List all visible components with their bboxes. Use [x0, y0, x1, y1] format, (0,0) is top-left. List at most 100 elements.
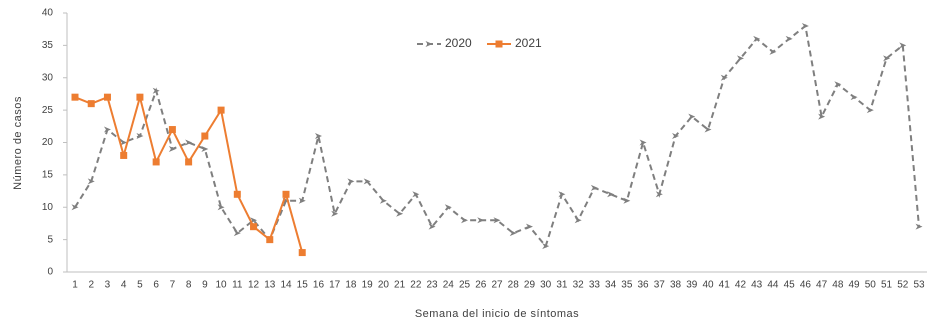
- x-tick-label: 37: [654, 280, 666, 291]
- x-tick-label: 16: [313, 280, 325, 291]
- x-tick-label: 6: [153, 280, 159, 291]
- x-tick-label: 45: [784, 280, 796, 291]
- marker: [233, 190, 241, 198]
- x-tick-label: 12: [248, 280, 260, 291]
- marker: [720, 74, 728, 81]
- x-tick-label: 23: [427, 280, 439, 291]
- x-tick-label: 3: [105, 280, 111, 291]
- x-tick-label: 40: [702, 280, 714, 291]
- marker: [379, 197, 387, 204]
- marker: [461, 217, 469, 224]
- x-tick-label: 17: [329, 280, 341, 291]
- x-tick-label: 39: [686, 280, 698, 291]
- marker: [87, 178, 95, 185]
- marker: [347, 178, 355, 185]
- x-tick-label: 22: [410, 280, 422, 291]
- marker: [495, 40, 503, 48]
- marker: [672, 133, 680, 140]
- x-tick-label: 42: [735, 280, 747, 291]
- marker: [152, 158, 160, 166]
- x-tick-label: 28: [508, 280, 520, 291]
- marker: [331, 210, 339, 217]
- marker: [71, 204, 79, 211]
- x-axis-title: Semana del inicio de síntomas: [415, 308, 579, 320]
- marker: [71, 93, 79, 101]
- marker: [688, 113, 696, 120]
- marker: [425, 41, 433, 47]
- x-tick-label: 31: [556, 280, 568, 291]
- marker: [120, 139, 128, 146]
- marker: [574, 217, 582, 224]
- marker: [542, 243, 550, 250]
- x-tick-label: 47: [816, 280, 828, 291]
- marker: [233, 230, 241, 237]
- x-tick-label: 10: [216, 280, 228, 291]
- x-tick-label: 29: [524, 280, 536, 291]
- marker: [850, 94, 858, 101]
- y-tick-label: 35: [42, 40, 54, 51]
- legend-label: 2020: [445, 36, 472, 50]
- marker: [185, 139, 193, 146]
- series-line: [74, 93, 304, 253]
- x-tick-label: 41: [719, 280, 731, 291]
- marker: [168, 126, 176, 134]
- marker: [185, 158, 193, 166]
- x-tick-label: 13: [264, 280, 276, 291]
- x-tick-label: 2: [88, 280, 94, 291]
- marker: [428, 223, 436, 230]
- x-tick-label: 35: [621, 280, 633, 291]
- x-tick-label: 36: [638, 280, 650, 291]
- x-tick-label: 1: [72, 280, 78, 291]
- marker: [412, 191, 420, 198]
- marker: [899, 42, 907, 49]
- y-tick-label: 40: [42, 8, 54, 19]
- x-tick-label: 20: [378, 280, 390, 291]
- y-tick-label: 5: [47, 234, 53, 245]
- marker: [623, 197, 631, 204]
- x-tick-label: 48: [832, 280, 844, 291]
- marker: [217, 204, 225, 211]
- marker: [801, 22, 809, 29]
- x-tick-label: 32: [573, 280, 585, 291]
- marker: [298, 197, 306, 204]
- marker: [753, 35, 761, 42]
- x-tick-label: 4: [121, 280, 127, 291]
- y-axis-title: Número de casos: [12, 96, 24, 190]
- marker: [785, 35, 793, 42]
- x-tick-label: 19: [362, 280, 374, 291]
- marker: [477, 217, 485, 224]
- x-tick-label: 50: [865, 280, 877, 291]
- x-tick-label: 52: [897, 280, 909, 291]
- marker: [103, 126, 111, 133]
- x-tick-label: 27: [491, 280, 503, 291]
- marker: [444, 204, 452, 211]
- marker: [834, 81, 842, 88]
- marker: [883, 55, 891, 62]
- marker: [298, 249, 306, 257]
- y-tick-label: 0: [47, 267, 53, 278]
- marker: [915, 223, 923, 230]
- x-tick-label: 38: [670, 280, 682, 291]
- y-tick-label: 30: [42, 72, 54, 83]
- y-tick-label: 15: [42, 170, 54, 181]
- legend-label: 2021: [515, 36, 542, 50]
- x-tick-label: 11: [232, 280, 243, 291]
- marker: [266, 236, 274, 244]
- x-tick-label: 14: [280, 280, 292, 291]
- x-tick-label: 7: [170, 280, 176, 291]
- y-tick-label: 20: [42, 137, 54, 148]
- x-tick-label: 25: [459, 280, 471, 291]
- marker: [818, 113, 826, 120]
- marker: [201, 132, 209, 140]
- marker: [736, 55, 744, 62]
- marker: [704, 126, 712, 133]
- marker: [136, 93, 144, 101]
- x-tick-label: 26: [475, 280, 487, 291]
- marker: [314, 133, 322, 140]
- y-tick-label: 10: [42, 202, 54, 213]
- marker: [136, 133, 144, 140]
- marker: [201, 145, 209, 152]
- x-tick-label: 49: [849, 280, 861, 291]
- marker: [607, 191, 615, 198]
- marker: [87, 100, 95, 108]
